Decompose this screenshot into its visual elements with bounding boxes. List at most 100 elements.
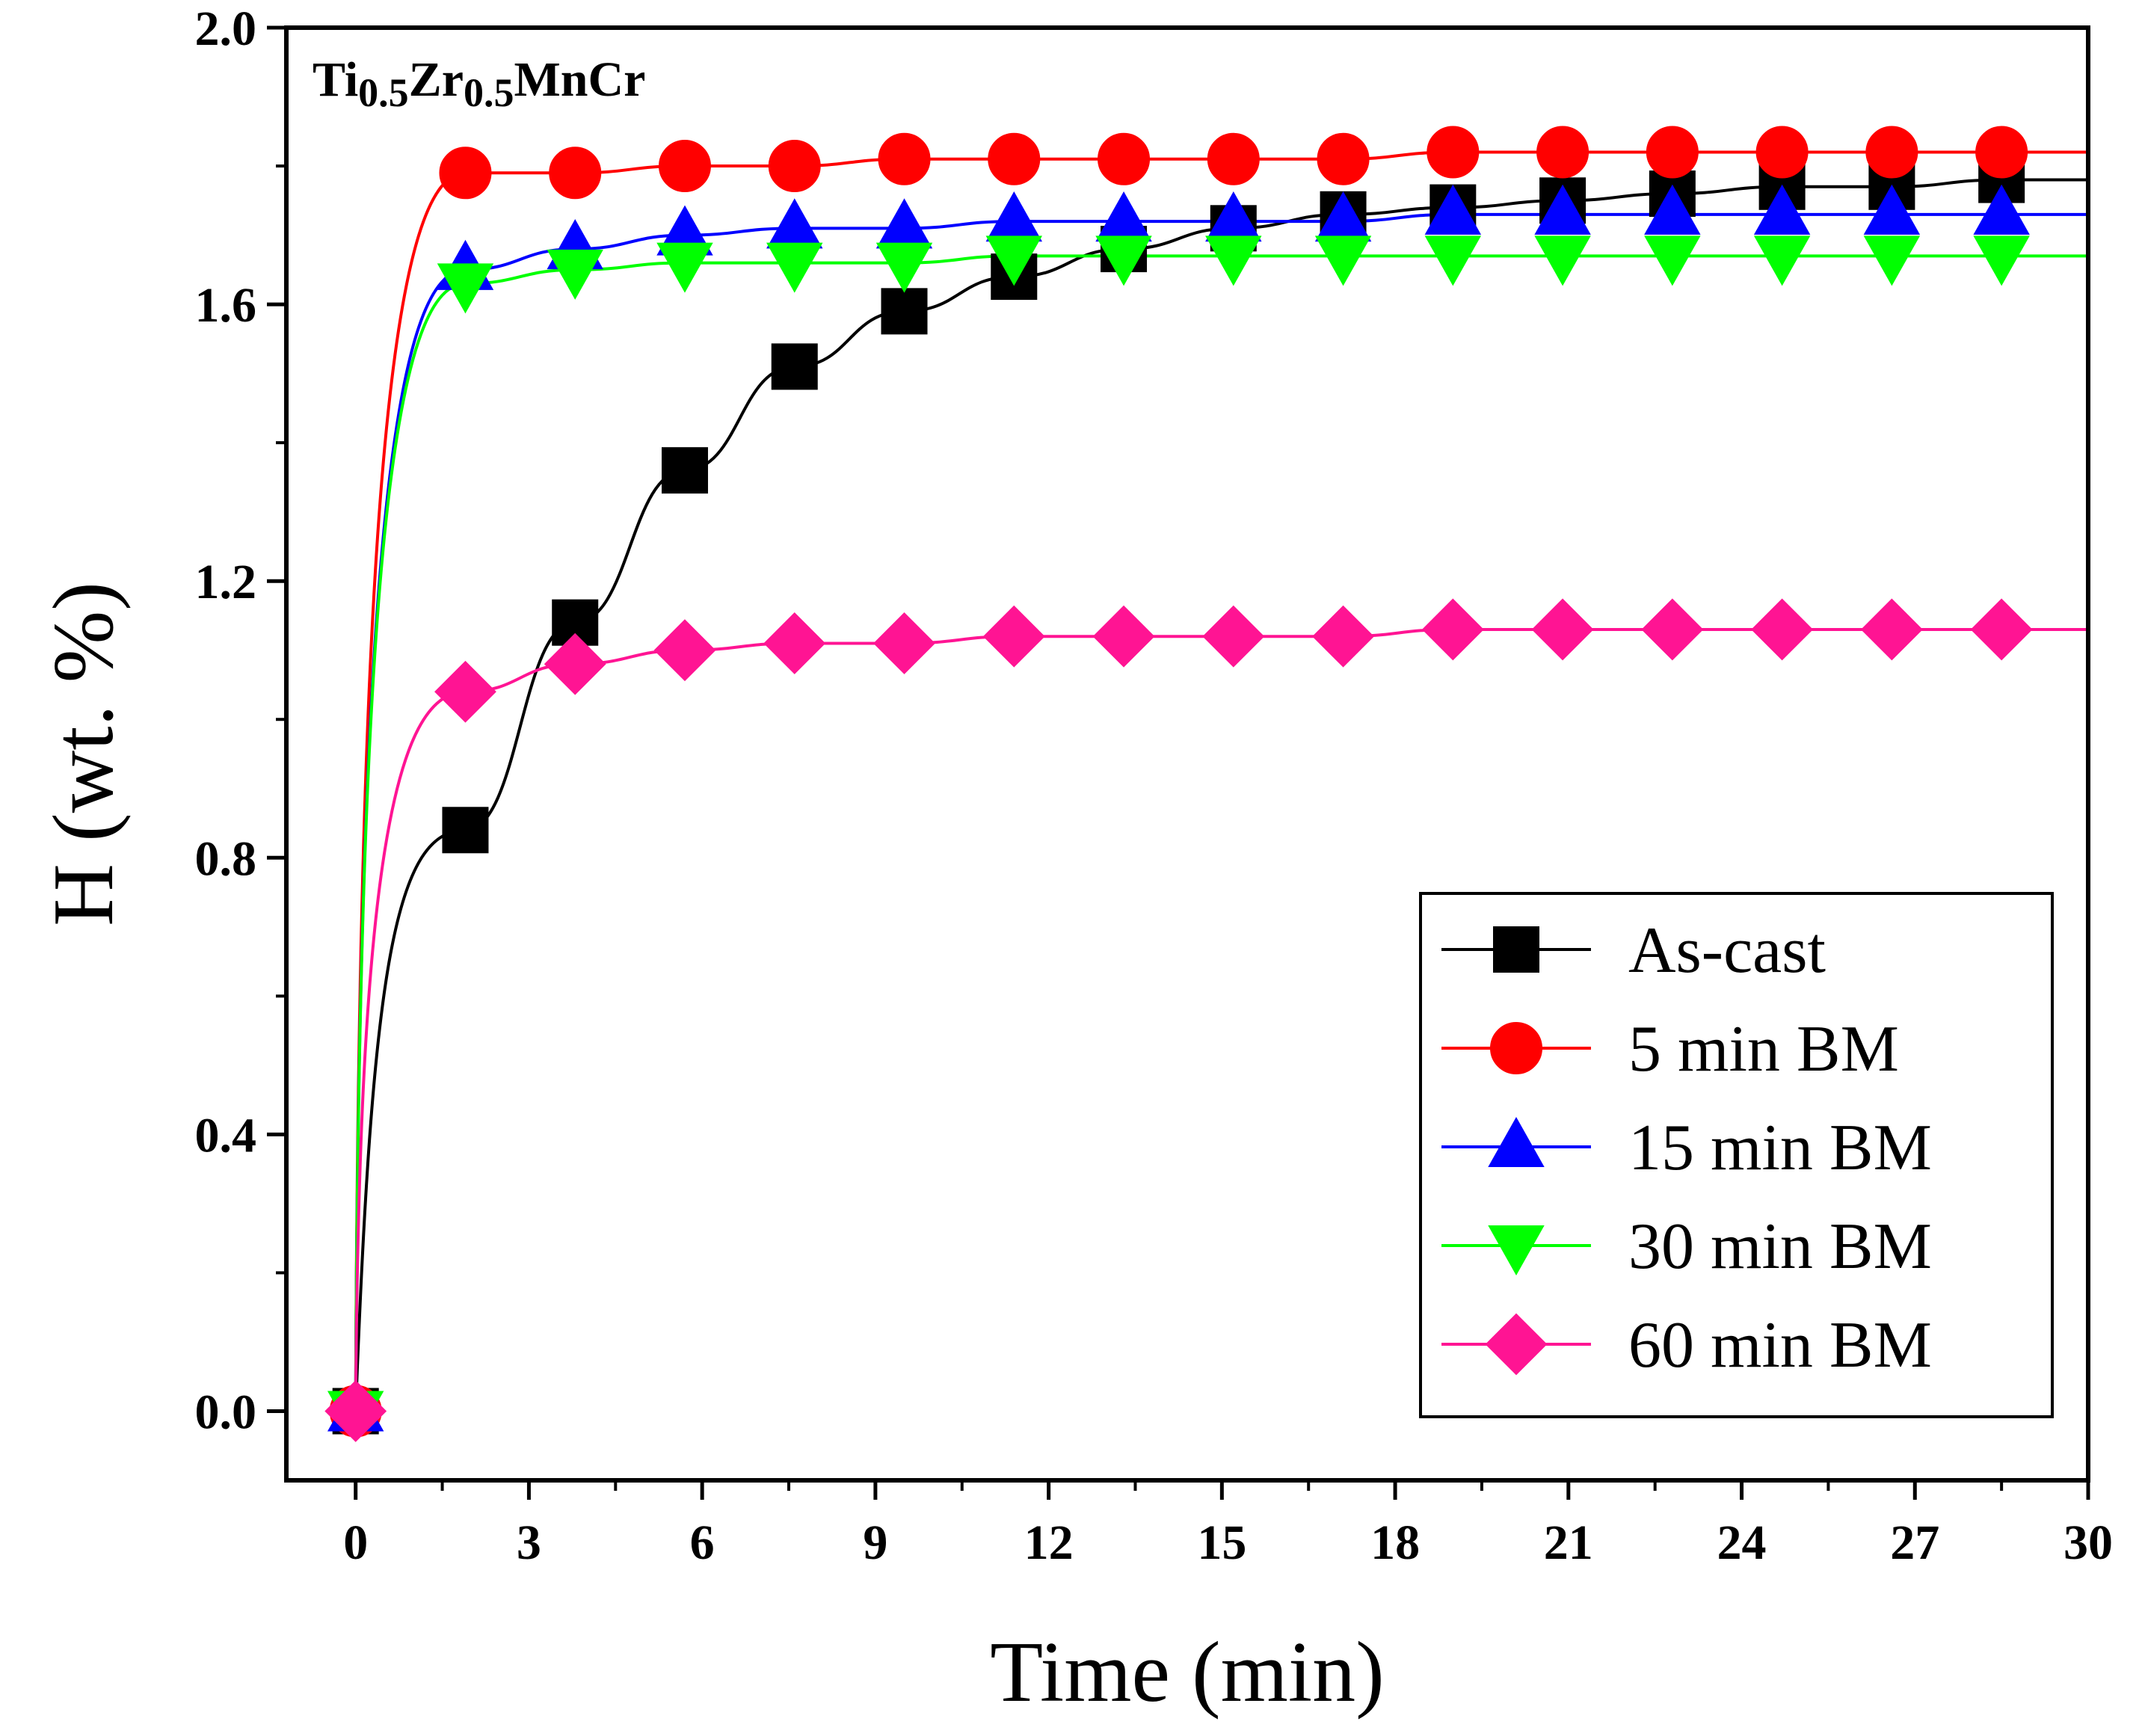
data-point — [875, 198, 933, 249]
data-point — [1314, 236, 1372, 286]
data-point — [1095, 236, 1152, 286]
x-tick-label: 27 — [1890, 1515, 1939, 1570]
chart-annotation: Ti0.5Zr0.5MnCr — [313, 52, 645, 115]
data-point — [661, 447, 708, 494]
data-point — [982, 605, 1045, 668]
data-point — [658, 140, 711, 193]
x-tick-label: 24 — [1717, 1515, 1767, 1570]
data-point — [1753, 184, 1811, 235]
data-point — [324, 1380, 387, 1442]
annotation-subscript: 0.5 — [464, 70, 514, 115]
x-tick-label: 3 — [517, 1515, 541, 1570]
legend-marker — [1493, 926, 1539, 973]
data-point — [434, 660, 496, 723]
x-tick-label: 18 — [1370, 1515, 1420, 1570]
data-point — [875, 242, 933, 293]
data-point — [1973, 236, 2030, 286]
data-point — [873, 612, 935, 674]
y-axis-title: H (wt. %) — [36, 582, 132, 926]
data-point — [653, 619, 716, 682]
data-point — [1644, 184, 1701, 235]
legend-label: 5 min BM — [1628, 1013, 1899, 1086]
legend: As-cast 5 min BM 15 min BM 30 min BM 60 min … — [1419, 892, 2054, 1418]
data-point — [544, 632, 606, 695]
data-point — [1424, 184, 1482, 235]
data-point — [1646, 126, 1699, 179]
legend-label: 60 min BM — [1628, 1309, 1932, 1382]
data-point — [1207, 132, 1260, 185]
data-point — [878, 132, 931, 185]
data-point — [1863, 236, 1921, 286]
data-point — [1753, 236, 1811, 286]
data-point — [1534, 236, 1591, 286]
annotation-text: Ti — [313, 52, 358, 107]
x-tick-label: 0 — [343, 1515, 368, 1570]
data-point — [1317, 132, 1370, 185]
legend-marker — [1488, 1116, 1545, 1167]
data-point — [881, 288, 928, 335]
data-point — [1644, 236, 1701, 286]
x-tick-label: 12 — [1024, 1515, 1074, 1570]
legend-marker — [1488, 1225, 1545, 1276]
data-point — [1098, 132, 1151, 185]
data-point — [1424, 236, 1482, 286]
data-point — [437, 263, 494, 314]
data-point — [1531, 598, 1594, 661]
data-point — [1095, 191, 1152, 242]
data-point — [766, 242, 823, 293]
data-point — [439, 147, 492, 200]
annotation-text: MnCr — [514, 52, 646, 107]
x-tick-label: 21 — [1544, 1515, 1593, 1570]
data-point — [1973, 184, 2030, 235]
y-tick-label: 2.0 — [195, 1, 257, 56]
data-point — [1536, 126, 1589, 179]
data-point — [768, 140, 821, 193]
data-point — [547, 249, 603, 300]
x-tick-label: 30 — [2063, 1515, 2113, 1570]
data-point — [1751, 598, 1814, 661]
data-point — [766, 198, 823, 249]
plot-frame — [284, 25, 2090, 1483]
data-point — [549, 147, 602, 200]
data-point — [1534, 184, 1591, 235]
x-tick-label: 15 — [1197, 1515, 1246, 1570]
annotation-text: Zr — [409, 52, 464, 107]
data-point — [1863, 184, 1921, 235]
legend-label: 30 min BM — [1628, 1210, 1932, 1283]
data-point — [1865, 126, 1918, 179]
data-point — [442, 807, 489, 854]
legend-marker — [1490, 1022, 1542, 1074]
data-point — [1427, 126, 1480, 179]
data-point — [1421, 598, 1484, 661]
x-tick-label: 6 — [690, 1515, 715, 1570]
data-point — [1641, 598, 1704, 661]
x-tick-label: 9 — [863, 1515, 887, 1570]
y-tick-label: 0.8 — [195, 831, 257, 886]
series-markers — [324, 126, 2033, 1442]
y-tick-label: 0.4 — [195, 1108, 257, 1163]
data-point — [985, 191, 1042, 242]
data-point — [1755, 126, 1809, 179]
data-point — [656, 242, 713, 293]
data-point — [1092, 605, 1155, 668]
data-point — [1202, 605, 1265, 668]
data-point — [1970, 598, 2033, 661]
data-point — [763, 612, 826, 674]
y-tick-label: 1.2 — [195, 555, 257, 609]
tick-labels: 0 3 6 9 12 15 18 21 24 27 30 0.0 0.4 0.8 1.2 1.6 2.0 — [195, 1, 2114, 1570]
legend-marker — [1485, 1313, 1548, 1376]
x-axis-title: Time (min) — [990, 1625, 1384, 1720]
y-tick-label: 1.6 — [195, 278, 257, 333]
axis-ticks — [267, 25, 2090, 1500]
annotation-subscript: 0.5 — [358, 70, 409, 115]
legend-label: 15 min BM — [1628, 1112, 1932, 1184]
data-point — [988, 132, 1041, 185]
data-point — [985, 236, 1042, 286]
data-point — [1205, 236, 1262, 286]
data-point — [1860, 598, 1923, 661]
data-point — [771, 343, 818, 390]
data-point — [1975, 126, 2028, 179]
y-tick-label: 0.0 — [195, 1385, 257, 1439]
legend-label: As-cast — [1628, 914, 1826, 987]
